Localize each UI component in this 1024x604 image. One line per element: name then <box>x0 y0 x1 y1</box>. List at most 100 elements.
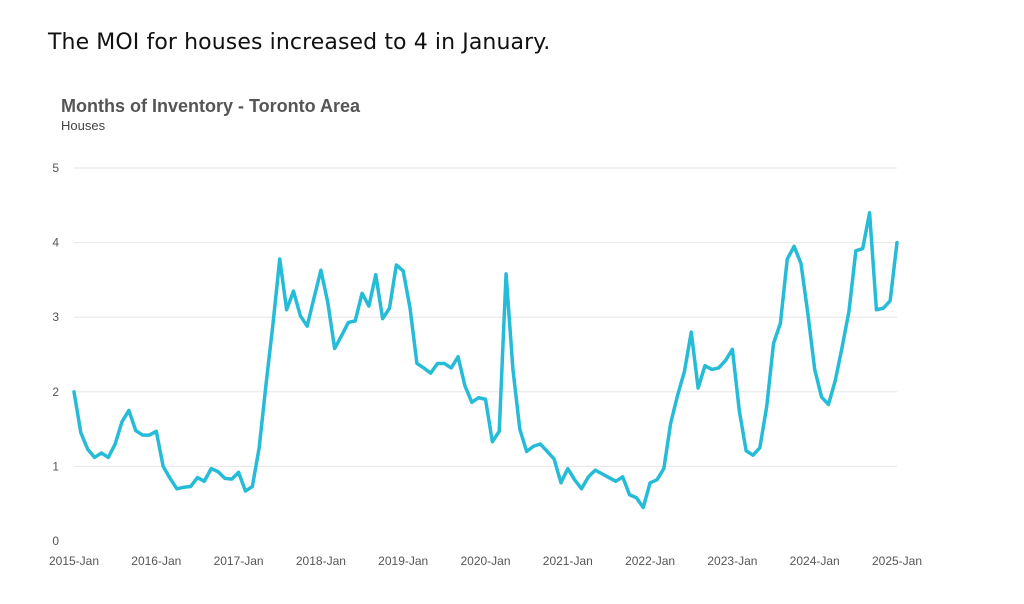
data-point <box>772 341 776 345</box>
data-point <box>230 477 234 481</box>
y-tick-label: 2 <box>52 385 59 399</box>
data-point <box>250 485 254 489</box>
data-point <box>422 366 426 370</box>
data-point <box>408 306 412 310</box>
data-point <box>237 470 241 474</box>
data-point <box>799 261 803 265</box>
data-point <box>566 467 570 471</box>
data-point <box>538 442 542 446</box>
data-point <box>840 345 844 349</box>
data-point <box>586 475 590 479</box>
data-point <box>730 347 734 351</box>
data-point <box>792 244 796 248</box>
x-tick-label: 2021-Jan <box>543 554 593 568</box>
data-point <box>209 467 213 471</box>
data-point <box>669 421 673 425</box>
data-point <box>580 487 584 491</box>
data-point <box>532 444 536 448</box>
data-point <box>813 367 817 371</box>
x-tick-label: 2015-Jan <box>49 554 99 568</box>
data-point <box>484 397 488 401</box>
data-point <box>504 272 508 276</box>
data-point <box>497 429 501 433</box>
data-point <box>319 268 323 272</box>
data-point <box>161 464 165 468</box>
data-point <box>305 324 309 328</box>
data-point <box>120 420 124 424</box>
data-point <box>758 446 762 450</box>
data-point <box>628 493 632 497</box>
data-point <box>888 299 892 303</box>
data-point <box>456 355 460 359</box>
data-point <box>724 358 728 362</box>
data-point <box>861 247 865 251</box>
data-point <box>86 447 90 451</box>
x-tick-label: 2023-Jan <box>707 554 757 568</box>
data-point <box>333 347 337 351</box>
data-point <box>854 249 858 253</box>
data-point <box>147 433 151 437</box>
y-axis-ticks: 0 1 2 3 4 5 <box>52 161 59 548</box>
data-point <box>189 485 193 489</box>
grid-lines <box>74 167 897 467</box>
data-point <box>195 476 199 480</box>
data-point <box>634 496 638 500</box>
data-point <box>264 382 268 386</box>
data-point <box>470 400 474 404</box>
data-point <box>847 309 851 313</box>
data-point <box>312 296 316 300</box>
series-line <box>72 211 899 510</box>
x-tick-label: 2024-Jan <box>790 554 840 568</box>
data-point <box>243 489 247 493</box>
data-point <box>895 241 899 245</box>
data-point <box>881 306 885 310</box>
data-point <box>216 470 220 474</box>
x-tick-label: 2016-Jan <box>131 554 181 568</box>
data-point <box>682 370 686 374</box>
data-point <box>765 405 769 409</box>
data-point <box>291 289 295 293</box>
data-point <box>134 429 138 433</box>
data-point <box>778 321 782 325</box>
data-point <box>223 476 227 480</box>
data-point <box>490 440 494 444</box>
data-point <box>477 396 481 400</box>
data-point <box>113 442 117 446</box>
data-point <box>394 263 398 267</box>
data-point <box>593 468 597 472</box>
data-point <box>874 308 878 312</box>
data-point <box>751 453 755 457</box>
data-point <box>99 451 103 455</box>
data-point <box>744 449 748 453</box>
data-point <box>387 306 391 310</box>
data-point <box>401 269 405 273</box>
data-point <box>182 485 186 489</box>
data-point <box>339 334 343 338</box>
x-axis-ticks: 2015-Jan 2016-Jan 2017-Jan 2018-Jan 2019-Jan… <box>49 554 922 568</box>
data-point <box>703 364 707 368</box>
x-tick-label: 2019-Jan <box>378 554 428 568</box>
x-tick-label: 2022-Jan <box>625 554 675 568</box>
data-point <box>820 395 824 399</box>
data-point <box>717 366 721 370</box>
data-point <box>278 257 282 261</box>
y-tick-label: 3 <box>52 310 59 324</box>
data-point <box>573 478 577 482</box>
x-tick-label: 2018-Jan <box>296 554 346 568</box>
headline: The MOI for houses increased to 4 in Jan… <box>48 30 551 55</box>
data-point <box>545 449 549 453</box>
data-point <box>442 361 446 365</box>
data-point <box>93 455 97 459</box>
x-tick-label: 2020-Jan <box>460 554 510 568</box>
data-point <box>511 367 515 371</box>
y-tick-label: 5 <box>52 161 59 175</box>
data-point <box>141 433 145 437</box>
data-point <box>106 455 110 459</box>
data-point <box>353 319 357 323</box>
y-tick-label: 4 <box>52 236 59 250</box>
data-point <box>833 379 837 383</box>
data-point <box>689 330 693 334</box>
data-point <box>271 323 275 327</box>
data-point <box>552 457 556 461</box>
